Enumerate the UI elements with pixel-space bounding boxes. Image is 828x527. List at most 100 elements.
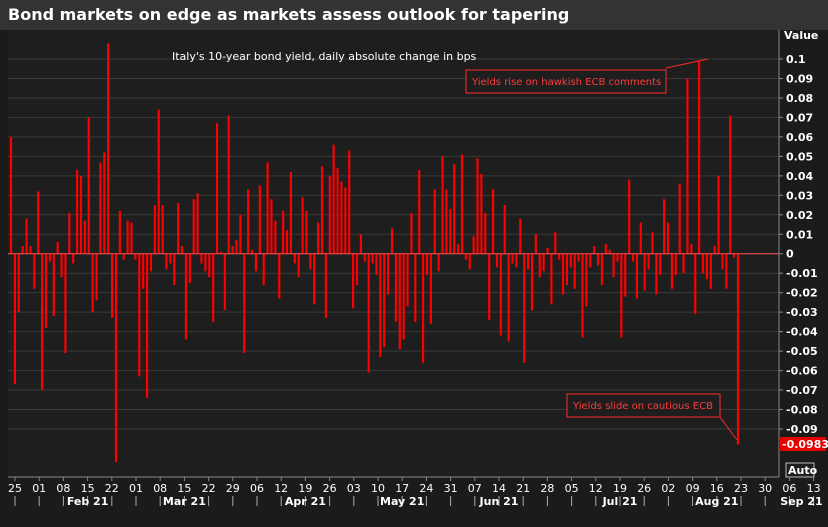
y-axis-label: Value bbox=[784, 30, 818, 42]
bar bbox=[449, 208, 452, 254]
bar bbox=[503, 205, 506, 254]
x-tick-label: 12 bbox=[589, 482, 603, 495]
last-value-marker: -0.0983 bbox=[779, 437, 828, 451]
bar bbox=[635, 253, 638, 299]
bar bbox=[212, 253, 215, 322]
x-tick-label: 07 bbox=[468, 482, 482, 495]
y-tick-label: -0.01 bbox=[786, 267, 818, 280]
auto-scale-button[interactable]: Auto bbox=[785, 462, 818, 478]
y-tick-label: 0 bbox=[786, 248, 794, 261]
bar bbox=[585, 253, 588, 307]
x-tick-label: 03 bbox=[347, 482, 361, 495]
x-tick-label: 22 bbox=[202, 482, 216, 495]
x-tick-label: 12 bbox=[274, 482, 288, 495]
x-axis: 25 01 08 15 22 01 08 15 22 29 06 12 19 26 03 10 17 24 31 07… bbox=[8, 476, 823, 508]
bar bbox=[414, 253, 417, 322]
bar bbox=[530, 253, 534, 311]
bar bbox=[674, 253, 677, 276]
bar bbox=[437, 253, 440, 272]
bar bbox=[227, 115, 230, 254]
x-tick-label: 13 bbox=[807, 482, 821, 495]
bar bbox=[542, 253, 545, 272]
x-tick-label: 10 bbox=[371, 482, 385, 495]
y-tick-label: 0.05 bbox=[786, 150, 813, 163]
auto-scale-label[interactable]: Auto bbox=[788, 464, 818, 477]
bar bbox=[239, 214, 242, 254]
bars bbox=[9, 43, 740, 463]
bar bbox=[348, 150, 351, 254]
annotation-hawkish-text: Yields rise on hawkish ECB comments bbox=[471, 77, 661, 88]
bar bbox=[165, 253, 168, 270]
bar bbox=[262, 253, 265, 285]
annotation-cautious: Yields slide on cautious ECB bbox=[566, 393, 738, 441]
bar bbox=[173, 253, 176, 285]
bar bbox=[41, 253, 44, 391]
y-tick-label: 0.01 bbox=[786, 228, 813, 241]
x-tick-label: 06 bbox=[250, 482, 264, 495]
bar bbox=[76, 170, 79, 254]
bar bbox=[367, 253, 370, 373]
bar bbox=[460, 154, 464, 254]
bar bbox=[379, 253, 382, 357]
bar bbox=[659, 253, 662, 276]
x-tick-label: 30 bbox=[758, 482, 772, 495]
bar bbox=[247, 189, 250, 254]
x-tick-label: 16 bbox=[710, 482, 724, 495]
y-tick-label: -0.07 bbox=[786, 384, 818, 397]
bar bbox=[266, 162, 269, 254]
bar bbox=[682, 253, 685, 274]
bar bbox=[429, 253, 432, 324]
bar bbox=[359, 234, 362, 254]
bar bbox=[705, 253, 708, 280]
bar bbox=[48, 253, 51, 262]
x-month-label: Sep 21 bbox=[780, 495, 822, 508]
bar bbox=[111, 253, 114, 318]
bar bbox=[33, 253, 36, 289]
bar bbox=[99, 162, 102, 254]
bar bbox=[694, 253, 697, 315]
x-tick-label: 23 bbox=[734, 482, 748, 495]
bar bbox=[398, 253, 401, 350]
bar bbox=[499, 253, 502, 336]
bar bbox=[270, 199, 273, 254]
x-tick-label: 08 bbox=[153, 482, 167, 495]
x-tick-label: 15 bbox=[177, 482, 191, 495]
x-tick-label: 28 bbox=[540, 482, 554, 495]
bar bbox=[196, 193, 199, 254]
bar bbox=[600, 253, 603, 285]
bar bbox=[149, 253, 153, 272]
bar bbox=[215, 123, 219, 254]
bar bbox=[488, 253, 491, 320]
bar bbox=[698, 60, 701, 254]
x-tick-label: 09 bbox=[686, 482, 700, 495]
bar bbox=[733, 253, 736, 258]
bar bbox=[453, 164, 456, 254]
bar bbox=[519, 218, 522, 254]
bar bbox=[177, 203, 180, 254]
bar bbox=[561, 253, 565, 295]
bar bbox=[558, 253, 561, 260]
bar bbox=[709, 253, 712, 289]
y-tick-label: 0.04 bbox=[786, 170, 813, 183]
bar bbox=[258, 185, 261, 254]
bar bbox=[188, 253, 191, 283]
bar bbox=[153, 205, 156, 254]
bar bbox=[52, 253, 55, 317]
bar bbox=[717, 175, 720, 254]
x-month-label: Aug 21 bbox=[695, 495, 738, 508]
bar bbox=[422, 253, 425, 363]
bar bbox=[352, 253, 355, 309]
bar bbox=[328, 175, 331, 254]
bar bbox=[332, 144, 335, 254]
bar bbox=[204, 253, 207, 272]
x-month-label: Feb 21 bbox=[67, 495, 109, 508]
bar bbox=[721, 253, 724, 270]
bar bbox=[433, 189, 436, 254]
bar bbox=[406, 253, 409, 307]
x-tick-label: 06 bbox=[782, 482, 796, 495]
auto-scale-box[interactable] bbox=[785, 462, 815, 478]
bar bbox=[387, 253, 390, 295]
bar bbox=[274, 220, 277, 254]
bar bbox=[736, 253, 740, 445]
bar bbox=[138, 253, 141, 377]
